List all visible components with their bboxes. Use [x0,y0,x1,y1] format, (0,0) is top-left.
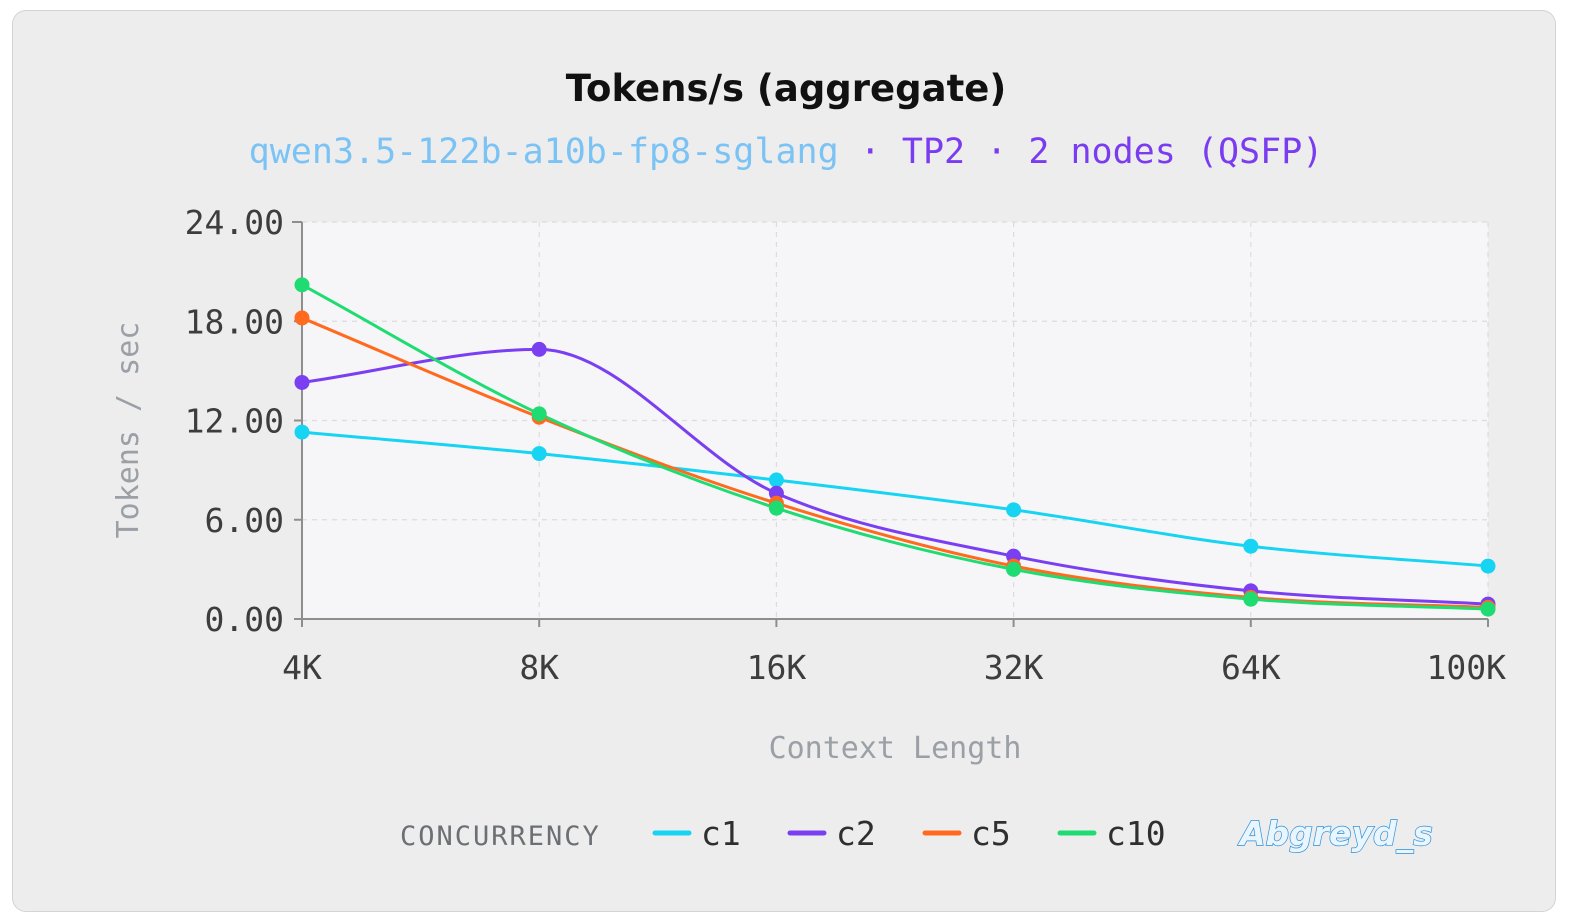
data-point-c2 [531,341,547,357]
x-tick-label: 100K [1427,648,1507,687]
data-point-c1 [768,472,784,488]
y-tick-label: 12.00 [185,402,284,441]
x-tick-label: 8K [519,648,559,687]
x-tick-label: 32K [984,648,1044,687]
data-point-c10 [531,406,547,422]
data-point-c5 [294,310,310,326]
data-point-c10 [768,500,784,516]
data-point-c1 [1480,558,1496,574]
y-tick-label: 6.00 [205,501,284,540]
data-point-c10 [1480,601,1496,617]
series-line-c5 [300,316,1490,609]
subtitle-separator: · [839,132,902,172]
data-point-c10 [1006,561,1022,577]
chart-title: Tokens/s (aggregate) [566,67,1007,110]
data-point-c1 [1243,538,1259,554]
x-axis-title: Context Length [769,731,1022,766]
data-point-c10 [294,277,310,293]
legend-label-c2: c2 [836,814,876,853]
y-axis-ticks: 0.00 6.00 12.00 18.00 24.00 [185,203,302,639]
chart-subtitle: qwen3.5-122b-a10b-fp8-sglang · TP2 · 2 n… [249,132,1324,172]
data-point-c2 [294,374,310,390]
series-line-c10 [300,283,1490,611]
legend-label-c1: c1 [701,814,741,853]
data-point-c1 [531,446,547,462]
series-lines [300,283,1490,611]
series-points [294,277,1496,617]
legend-label-c10: c10 [1106,814,1166,853]
watermark-logo: Abgreyd_s [1237,814,1433,853]
x-tick-label: 16K [747,648,807,687]
data-point-c1 [294,424,310,440]
x-axis-ticks: 4K 8K 16K 32K 64K 100K [282,619,1506,687]
legend-title: CONCURRENCY [400,821,601,852]
subtitle-separator: · [965,132,1028,172]
data-point-c10 [1243,591,1259,607]
y-tick-label: 18.00 [185,302,284,341]
data-point-c1 [1006,502,1022,518]
x-tick-label: 4K [282,648,322,687]
y-tick-label: 24.00 [185,203,284,242]
y-axis-title: Tokens / sec [111,322,146,539]
series-line-c2 [300,347,1490,606]
series-line-c1 [300,430,1490,568]
subtitle-model: qwen3.5-122b-a10b-fp8-sglang [249,132,839,172]
y-tick-label: 0.00 [205,600,284,639]
legend-label-c5: c5 [971,814,1011,853]
subtitle-tp: TP2 [902,132,965,172]
x-tick-label: 64K [1221,648,1281,687]
subtitle-nodes: 2 nodes (QSFP) [1028,132,1323,172]
legend: c1 c2 c5 c10 [652,814,1166,853]
